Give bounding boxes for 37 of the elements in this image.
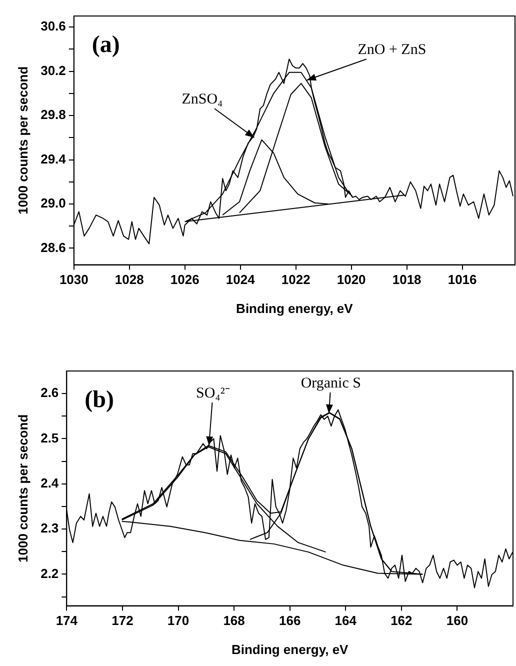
y-tick-label: 2.5	[40, 430, 59, 446]
y-tick-label: 2.2	[40, 566, 59, 581]
x-tick-label: 1026	[170, 272, 200, 288]
x-axis-title: Binding energy, eV	[236, 300, 354, 316]
x-tick-label: 164	[334, 613, 358, 628]
y-axis-title: 1000 counts per second	[15, 66, 30, 214]
annotation: (a)	[92, 32, 120, 58]
x-tick-label: 1016	[448, 272, 477, 288]
annotation: Organic S	[300, 375, 361, 392]
x-tick-label: 1018	[392, 272, 422, 288]
x-axis-title: Binding energy, eV	[231, 642, 349, 657]
x-tick-label: 1030	[59, 272, 88, 288]
annotation: ZnO + ZnS	[358, 42, 426, 58]
y-tick-label: 30.2	[40, 62, 66, 78]
x-tick-label: 170	[167, 613, 190, 628]
x-tick-label: 162	[390, 613, 412, 628]
y-tick-label: 28.6	[40, 240, 66, 255]
x-tick-label: 1020	[336, 272, 366, 288]
y-tick-label: 2.6	[40, 385, 59, 400]
y-tick-label: 29.8	[40, 107, 66, 122]
y-tick-label: 30.6	[40, 18, 66, 34]
y-tick-label: 29.0	[40, 196, 66, 211]
annotation: (b)	[84, 387, 114, 414]
x-tick-label: 166	[278, 613, 301, 628]
annotation: ZnSO₄	[182, 92, 223, 108]
x-tick-label: 1022	[281, 272, 310, 288]
y-tick-label: 2.3	[40, 520, 59, 536]
x-tick-label: 168	[223, 613, 245, 628]
x-tick-label: 1024	[226, 272, 256, 288]
y-tick-label: 29.4	[40, 151, 67, 166]
annotation: SO₄²⁻	[196, 385, 230, 402]
y-tick-label: 2.4	[40, 475, 60, 490]
x-tick-label: 1028	[114, 272, 144, 288]
x-tick-label: 174	[56, 613, 78, 628]
x-tick-label: 172	[112, 613, 134, 628]
y-axis-title: 1000 counts per second	[15, 414, 30, 562]
x-tick-label: 160	[446, 613, 468, 628]
